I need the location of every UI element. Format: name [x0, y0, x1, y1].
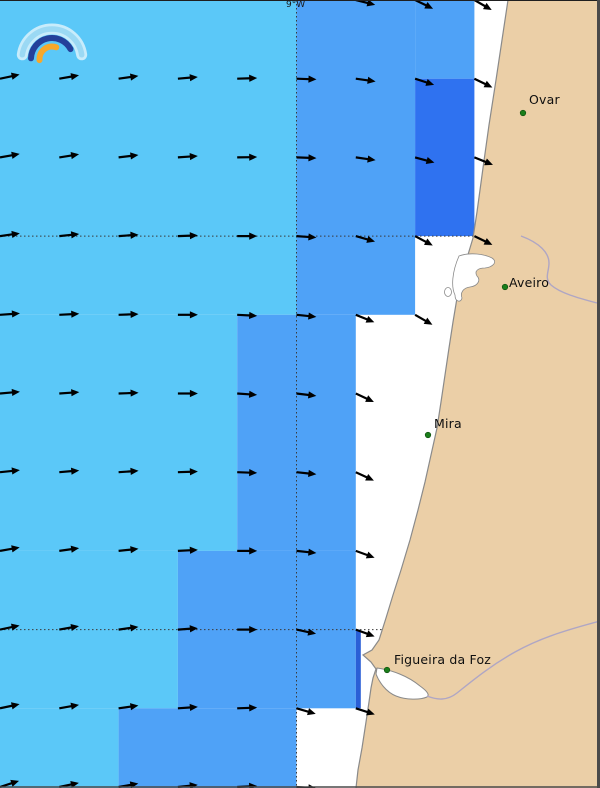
wind-arrow [473, 0, 492, 10]
wind-arrow [355, 313, 375, 323]
wind-arrow [59, 310, 80, 318]
wind-arrow [355, 471, 374, 481]
wind-arrow [296, 154, 317, 162]
wind-speed-cell [415, 78, 475, 237]
wind-arrow [118, 389, 139, 397]
wind-arrow [237, 390, 258, 398]
wind-arrow [0, 388, 20, 397]
wind-arrow [473, 77, 493, 88]
wind-speed-cell [177, 550, 356, 709]
mondego-estuary [375, 667, 429, 700]
wind-arrow [59, 623, 79, 632]
wind-arrow [0, 310, 20, 318]
wind-arrow [0, 72, 20, 80]
wind-arrow [414, 313, 433, 325]
wind-arrow [0, 545, 20, 553]
wind-speed-cell [0, 708, 119, 788]
wind-arrow [0, 230, 20, 238]
wind-arrow [118, 310, 139, 318]
wind-arrow [414, 156, 435, 164]
wind-arrow [355, 155, 376, 163]
meridian-label: 9°W [286, 0, 306, 10]
wind-arrow [118, 703, 139, 711]
city-dot [383, 666, 391, 674]
wind-arrow [59, 389, 80, 397]
wind-arrow [177, 74, 198, 82]
wind-arrow [118, 152, 139, 160]
wind-arrow [355, 707, 375, 716]
wind-arrow [296, 233, 317, 241]
wind-arrow [59, 702, 79, 710]
wind-arrow [177, 703, 198, 712]
wind-arrow [0, 702, 20, 710]
wind-speed-cell [118, 708, 297, 788]
coastline [355, 0, 509, 788]
rainbow-logo-icon [5, 12, 100, 72]
city-label-figueira-da-foz: Figueira da Foz [394, 652, 492, 667]
river-line [426, 620, 600, 700]
wind-arrow [118, 73, 139, 81]
wind-arrow [59, 467, 80, 475]
wind-arrow [237, 547, 258, 555]
wind-arrow [355, 76, 376, 84]
wind-arrow [355, 549, 375, 559]
wind-arrow [0, 151, 20, 159]
wind-arrow [237, 232, 258, 240]
wind-arrow [59, 151, 80, 160]
wind-arrow [177, 389, 198, 398]
city-dot [424, 431, 432, 439]
wind-arrow [177, 232, 198, 240]
city-label-ovar: Ovar [529, 92, 560, 107]
wind-arrow [177, 468, 198, 476]
wind-arrow [59, 231, 80, 239]
wind-arrow [296, 707, 316, 716]
wind-arrow [118, 467, 139, 475]
wind-arrow [118, 231, 139, 239]
map-border-right [597, 0, 600, 788]
wind-arrow [59, 73, 79, 81]
wind-arrow [0, 623, 20, 631]
wind-arrow [237, 626, 258, 634]
wind-speed-cell [355, 629, 361, 709]
wind-arrow [355, 235, 376, 243]
wind-arrow [0, 467, 20, 475]
wind-arrow [118, 546, 139, 554]
wind-arrow [296, 312, 317, 320]
wind-arrow [177, 152, 198, 161]
river-line [520, 235, 598, 304]
wind-arrow [473, 235, 493, 245]
wind-arrow [355, 392, 374, 402]
wind-arrow [296, 548, 317, 556]
wind-arrow [296, 469, 317, 478]
wind-arrow [177, 546, 198, 554]
wind-arrow [237, 311, 258, 320]
wind-arrow [296, 391, 317, 399]
city-label-aveiro: Aveiro [509, 275, 550, 290]
city-dot [519, 109, 527, 117]
wind-arrow [237, 704, 258, 712]
wind-arrow [237, 74, 258, 82]
wind-arrow [473, 156, 493, 166]
wind-arrow [237, 153, 258, 161]
land-area [356, 0, 600, 788]
wind-speed-cell [415, 0, 475, 79]
aveiro-lagoon [452, 253, 495, 302]
wind-arrow [414, 235, 433, 246]
wind-speed-cell [0, 314, 238, 551]
wind-arrow [355, 628, 375, 638]
lagoon-blob [444, 287, 452, 297]
wind-arrow [414, 77, 435, 86]
wind-arrow [296, 75, 317, 83]
city-dot [501, 283, 509, 291]
wind-arrow [177, 311, 198, 319]
wind-arrow [237, 469, 258, 477]
wind-arrow [296, 628, 317, 636]
wind-arrow [177, 625, 198, 633]
wind-arrow [118, 624, 139, 632]
city-label-mira: Mira [434, 416, 462, 431]
wind-arrow [59, 545, 80, 553]
